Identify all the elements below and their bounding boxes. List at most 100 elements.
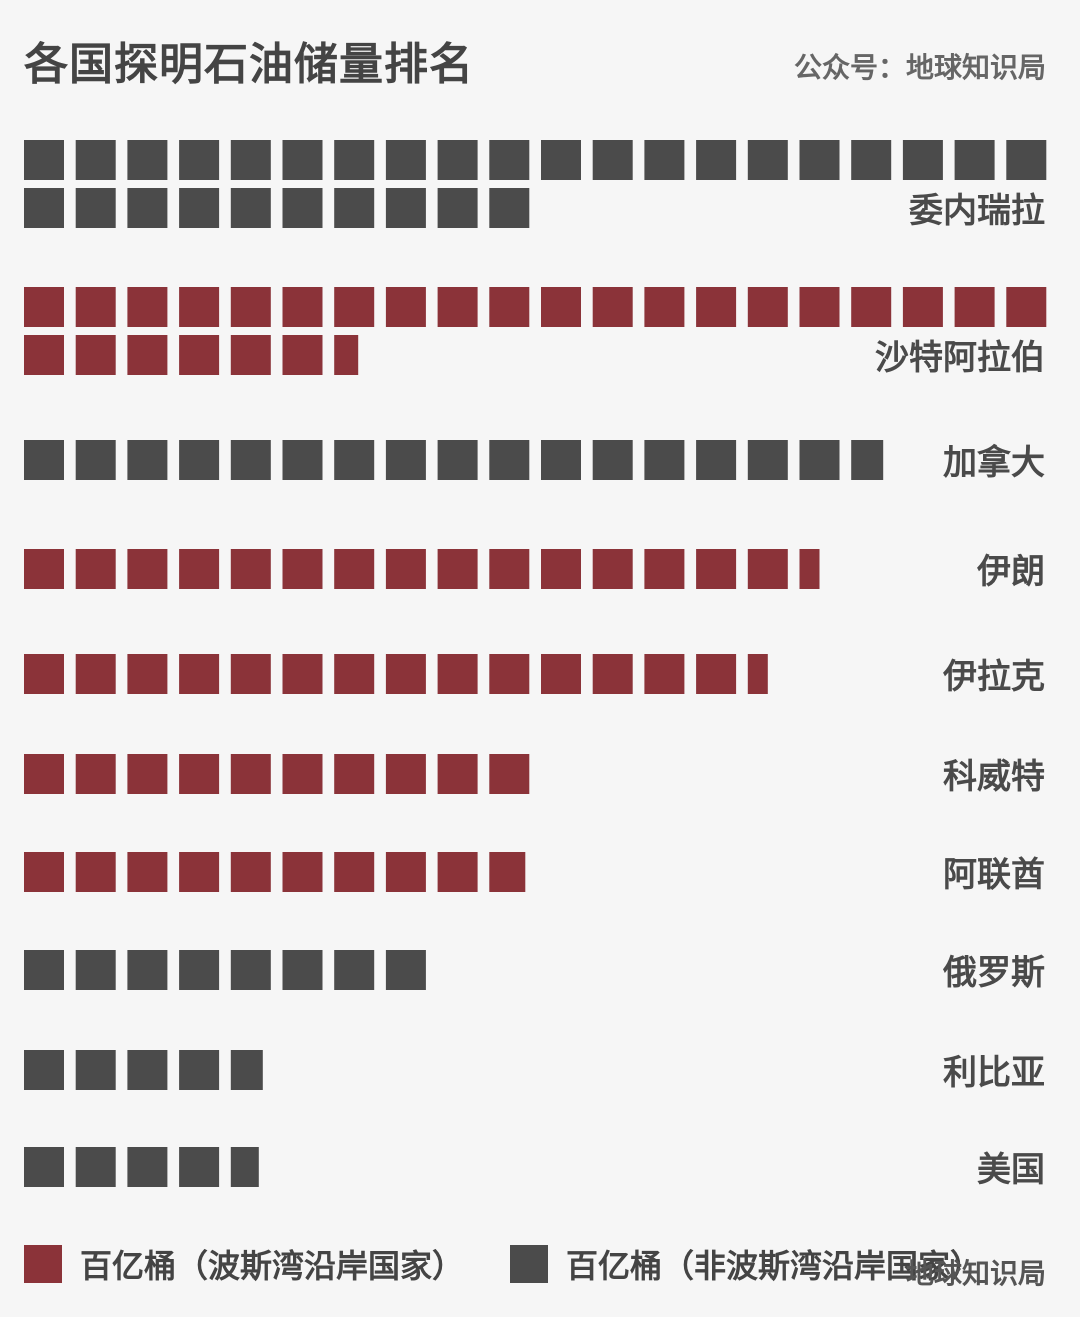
legend-swatch-persian-gulf	[24, 1245, 62, 1283]
legend: 百亿桶（波斯湾沿岸国家） 百亿桶（非波斯湾沿岸国家）	[24, 1240, 1028, 1288]
bar-square	[24, 140, 64, 180]
bar-square	[75, 1147, 116, 1187]
bar-square	[230, 654, 271, 694]
bar-square	[541, 549, 581, 589]
chart-title: 各国探明石油储量排名	[24, 39, 474, 90]
bar-square	[24, 335, 64, 375]
bar-square	[644, 440, 685, 480]
bar-square	[334, 950, 375, 990]
bar-square	[282, 287, 323, 327]
bar-square	[179, 549, 220, 589]
bar-square	[799, 287, 840, 327]
bar-square	[282, 654, 323, 694]
bar-square	[334, 287, 375, 327]
watermark: 地球知识局	[905, 1257, 1046, 1290]
bar-square	[489, 549, 530, 589]
bar-square	[230, 1050, 263, 1090]
bar-square	[541, 140, 581, 180]
bar-square	[851, 140, 892, 180]
bar-square	[127, 140, 168, 180]
bar-square	[592, 140, 633, 180]
bar-square	[24, 852, 64, 892]
bar-square	[24, 440, 64, 480]
bar-square	[282, 335, 323, 375]
bar-square	[592, 440, 633, 480]
bar-square	[385, 950, 426, 990]
bar-square	[127, 287, 168, 327]
bar-square	[179, 950, 220, 990]
bar-square	[437, 754, 478, 794]
bar-square	[385, 754, 426, 794]
bar-square	[541, 654, 581, 694]
bar-square	[75, 335, 116, 375]
bar-square	[24, 950, 64, 990]
bar-square	[75, 440, 116, 480]
bar-square	[334, 754, 375, 794]
bar-square	[282, 852, 323, 892]
bar-square	[24, 1050, 64, 1090]
bar-square	[75, 549, 116, 589]
bar-square	[696, 140, 737, 180]
bar-square	[592, 549, 633, 589]
bar-square	[179, 188, 220, 228]
country-label: 阿联酋	[943, 855, 1045, 895]
bar-square	[179, 140, 220, 180]
bar-square	[334, 140, 375, 180]
country-label: 沙特阿拉伯	[875, 338, 1045, 378]
bar-square	[489, 754, 530, 794]
country-label: 美国	[977, 1150, 1045, 1190]
legend-item-persian-gulf: 百亿桶（波斯湾沿岸国家）	[24, 1241, 464, 1287]
bar-square	[334, 188, 375, 228]
bar-square	[75, 188, 116, 228]
bar-square	[282, 188, 323, 228]
bar-square	[75, 852, 116, 892]
bar-square	[127, 335, 168, 375]
bar-square	[24, 754, 64, 794]
bar-square	[75, 140, 116, 180]
bar-square	[230, 1147, 259, 1187]
bar-square	[799, 140, 840, 180]
bar-square	[334, 440, 375, 480]
bar-square	[696, 654, 737, 694]
bar-square	[644, 287, 685, 327]
bar-square	[696, 440, 737, 480]
bar-square	[489, 654, 530, 694]
country-label: 科威特	[943, 757, 1045, 797]
bar-square	[282, 754, 323, 794]
bar-square	[179, 287, 220, 327]
bar-square	[747, 654, 768, 694]
country-label: 委内瑞拉	[909, 191, 1045, 231]
bar-square	[385, 287, 426, 327]
bar-square	[489, 440, 530, 480]
bar-square	[75, 287, 116, 327]
bar-square	[489, 140, 530, 180]
country-label: 伊拉克	[942, 657, 1045, 697]
bar-square	[24, 188, 64, 228]
bar-square	[592, 654, 633, 694]
country-label: 伊朗	[976, 552, 1045, 592]
bar-square	[696, 549, 737, 589]
bar-square	[179, 754, 220, 794]
bar-square	[437, 852, 478, 892]
country-label: 加拿大	[943, 443, 1045, 483]
bar-square	[179, 440, 220, 480]
bar-square	[902, 287, 943, 327]
bar-square	[954, 287, 995, 327]
bar-square	[230, 287, 271, 327]
bar-square	[644, 654, 685, 694]
bar-square	[954, 140, 995, 180]
bar-square	[127, 188, 168, 228]
bar-square	[230, 188, 271, 228]
bar-square	[385, 654, 426, 694]
bar-square	[127, 852, 168, 892]
bar-square	[644, 140, 685, 180]
bar-square	[747, 287, 788, 327]
bar-square	[75, 950, 116, 990]
bar-square	[385, 188, 426, 228]
bar-square	[75, 1050, 116, 1090]
bar-square	[747, 440, 788, 480]
bar-square	[437, 287, 478, 327]
bar-square	[489, 188, 530, 228]
source-credit: 公众号：地球知识局	[793, 51, 1046, 84]
